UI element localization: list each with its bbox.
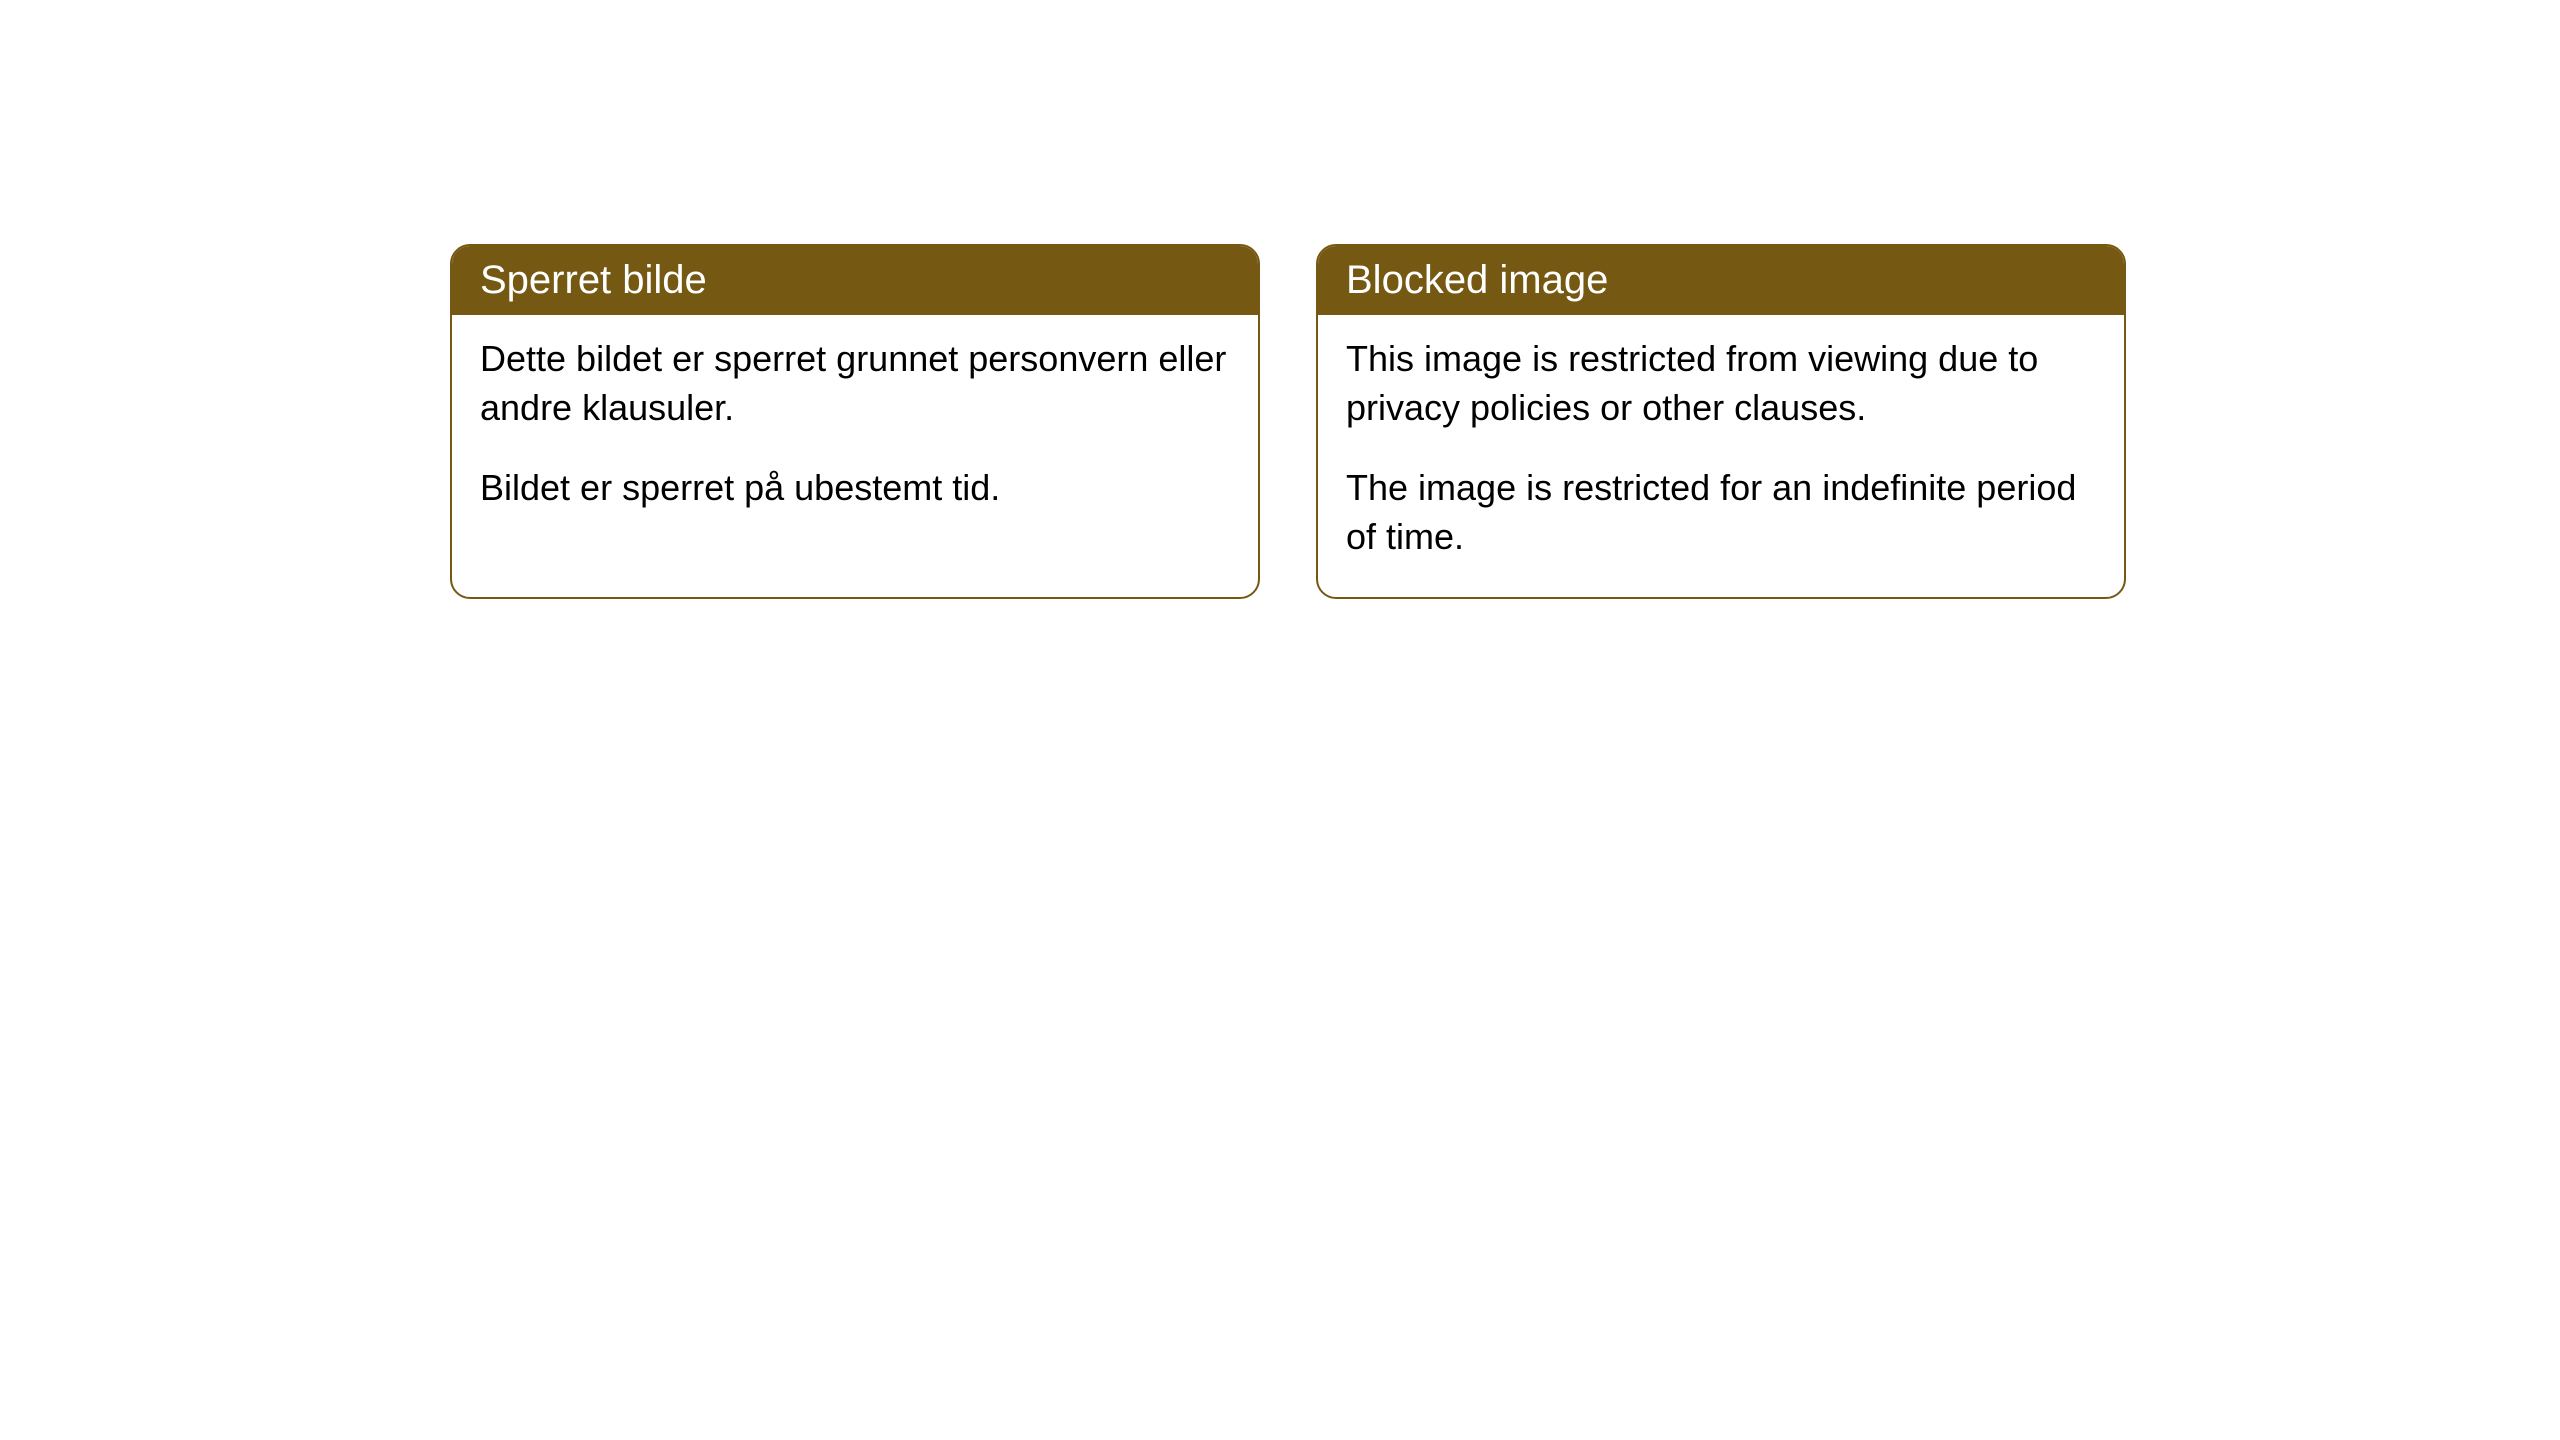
cards-container: Sperret bilde Dette bildet er sperret gr… xyxy=(0,0,2560,599)
card-paragraph-2: The image is restricted for an indefinit… xyxy=(1346,464,2096,561)
blocked-image-card-english: Blocked image This image is restricted f… xyxy=(1316,244,2126,599)
card-title: Sperret bilde xyxy=(480,258,707,302)
card-paragraph-1: This image is restricted from viewing du… xyxy=(1346,335,2096,432)
card-body-norwegian: Dette bildet er sperret grunnet personve… xyxy=(452,315,1258,549)
card-paragraph-2: Bildet er sperret på ubestemt tid. xyxy=(480,464,1230,513)
card-paragraph-1: Dette bildet er sperret grunnet personve… xyxy=(480,335,1230,432)
card-header-norwegian: Sperret bilde xyxy=(452,246,1258,315)
card-body-english: This image is restricted from viewing du… xyxy=(1318,315,2124,597)
card-title: Blocked image xyxy=(1346,258,1608,302)
card-header-english: Blocked image xyxy=(1318,246,2124,315)
blocked-image-card-norwegian: Sperret bilde Dette bildet er sperret gr… xyxy=(450,244,1260,599)
